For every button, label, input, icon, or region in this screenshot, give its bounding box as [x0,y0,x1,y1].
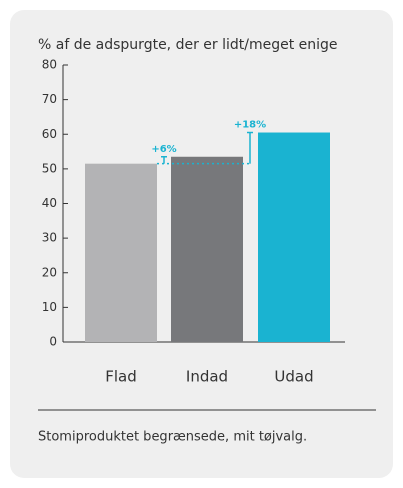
caption: Stomiproduktet begrænsede, mit tøjvalg. [38,430,307,445]
annotation: +6% [151,144,176,155]
y-tick-label: 40 [42,196,57,210]
annotation: +18% [234,120,266,131]
x-tick-label: Indad [186,368,228,386]
y-tick-label: 0 [49,335,57,349]
chart-title: % af de adspurgte, der er lidt/meget eni… [38,37,338,53]
y-tick-label: 50 [42,161,57,175]
y-tick-label: 30 [42,231,57,245]
y-tick-label: 80 [42,58,57,72]
y-tick-label: 20 [42,265,57,279]
bar [171,156,243,342]
y-tick-label: 60 [42,127,57,141]
bar [85,163,157,342]
y-tick-label: 70 [42,92,57,106]
bar [258,132,330,342]
x-tick-label: Flad [105,368,137,386]
y-tick-label: 10 [42,300,57,314]
x-tick-label: Udad [274,368,313,386]
